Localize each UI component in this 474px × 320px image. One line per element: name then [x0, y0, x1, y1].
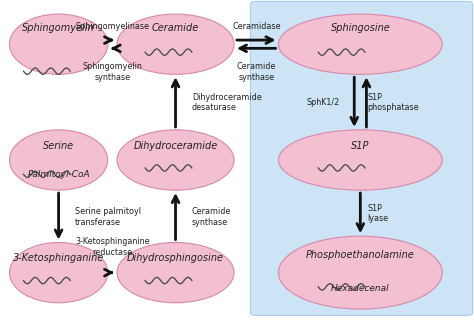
Text: S1P: S1P [351, 141, 370, 151]
Text: S1P
phosphatase: S1P phosphatase [367, 92, 419, 112]
Ellipse shape [9, 130, 108, 190]
Text: Hexadecenal: Hexadecenal [331, 284, 390, 293]
Text: Ceramide
synthase: Ceramide synthase [237, 62, 276, 82]
Text: Sphingomyelinase: Sphingomyelinase [75, 22, 149, 31]
Text: Serine: Serine [43, 141, 74, 151]
Text: Ceramidase: Ceramidase [232, 22, 281, 31]
Text: Dihydroceramide: Dihydroceramide [133, 141, 218, 151]
Ellipse shape [278, 130, 442, 190]
Text: Phosphoethanolamine: Phosphoethanolamine [306, 250, 415, 260]
Text: SphK1/2: SphK1/2 [306, 98, 339, 107]
Text: Serine palmitoyl
transferase: Serine palmitoyl transferase [75, 207, 141, 227]
Ellipse shape [9, 243, 108, 303]
Text: Sphingomyelin: Sphingomyelin [22, 23, 95, 33]
Ellipse shape [9, 14, 108, 74]
Ellipse shape [278, 236, 442, 309]
Ellipse shape [117, 14, 234, 74]
Text: Dihydrosphingosine: Dihydrosphingosine [127, 253, 224, 263]
Text: 3-Ketosphinganine
reductase: 3-Ketosphinganine reductase [75, 237, 150, 257]
FancyBboxPatch shape [250, 1, 473, 316]
Ellipse shape [278, 14, 442, 74]
Text: Palmitoyl-CoA: Palmitoyl-CoA [27, 170, 90, 179]
Text: Dihydroceramide
desaturase: Dihydroceramide desaturase [192, 92, 262, 112]
Text: Sphingomyelin
synthase: Sphingomyelin synthase [82, 62, 142, 82]
Ellipse shape [117, 130, 234, 190]
Text: 3-Ketosphinganine: 3-Ketosphinganine [13, 253, 104, 263]
Ellipse shape [117, 243, 234, 303]
Text: Ceramide: Ceramide [152, 23, 199, 33]
Text: S1P
lyase: S1P lyase [367, 204, 389, 223]
Text: Sphingosine: Sphingosine [330, 23, 390, 33]
Text: Ceramide
synthase: Ceramide synthase [192, 207, 231, 227]
